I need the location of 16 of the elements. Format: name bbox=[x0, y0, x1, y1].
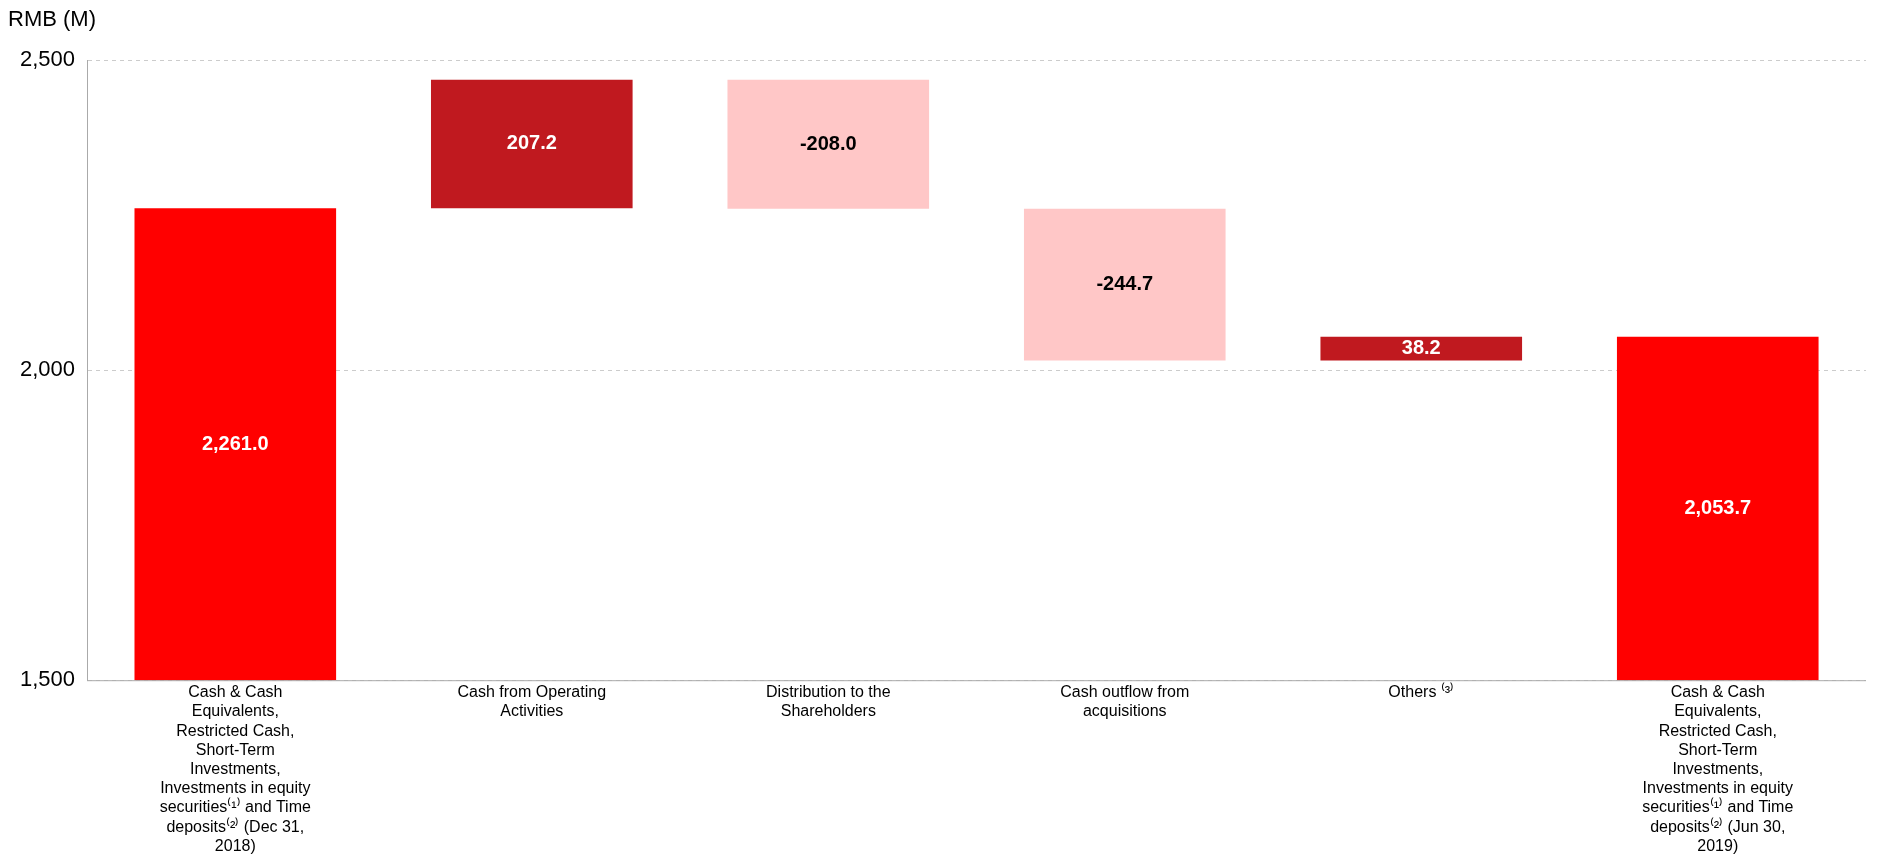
y-axis-title: RMB (M) bbox=[8, 6, 96, 32]
x-tick-label: Distribution to the Shareholders bbox=[766, 683, 891, 720]
data-label: 2,261.0 bbox=[201, 431, 269, 454]
y-tick-label: 2,500 bbox=[19, 46, 76, 72]
data-label: 38.2 bbox=[1401, 336, 1441, 359]
y-tick-label: 1,500 bbox=[19, 666, 76, 692]
y-tick-label: 2,000 bbox=[19, 356, 76, 382]
category-label: Cash & Cash Equivalents, Restricted Cash, Short-Term Investments, Investments in equity securities⁽¹⁾ and Time deposits⁽²⁾ (Jun 30, 2019) bbox=[1642, 683, 1794, 854]
data-label: 2,053.7 bbox=[1684, 496, 1752, 519]
x-tick-label: Others ⁽³⁾ bbox=[1388, 682, 1455, 701]
category-label: Cash & Cash Equivalents, Restricted Cash, Short-Term Investments, Investments in equity securities⁽¹⁾ and Time deposits⁽²⁾ (Dec 31, 2018) bbox=[159, 683, 311, 854]
data-label: 207.2 bbox=[506, 131, 557, 154]
x-tick-label: Cash outflow from acquisitions bbox=[1060, 683, 1190, 720]
data-label: -244.7 bbox=[1096, 272, 1154, 295]
x-tick-label: Cash from Operating Activities bbox=[457, 683, 607, 720]
data-label: -208.0 bbox=[799, 131, 857, 154]
